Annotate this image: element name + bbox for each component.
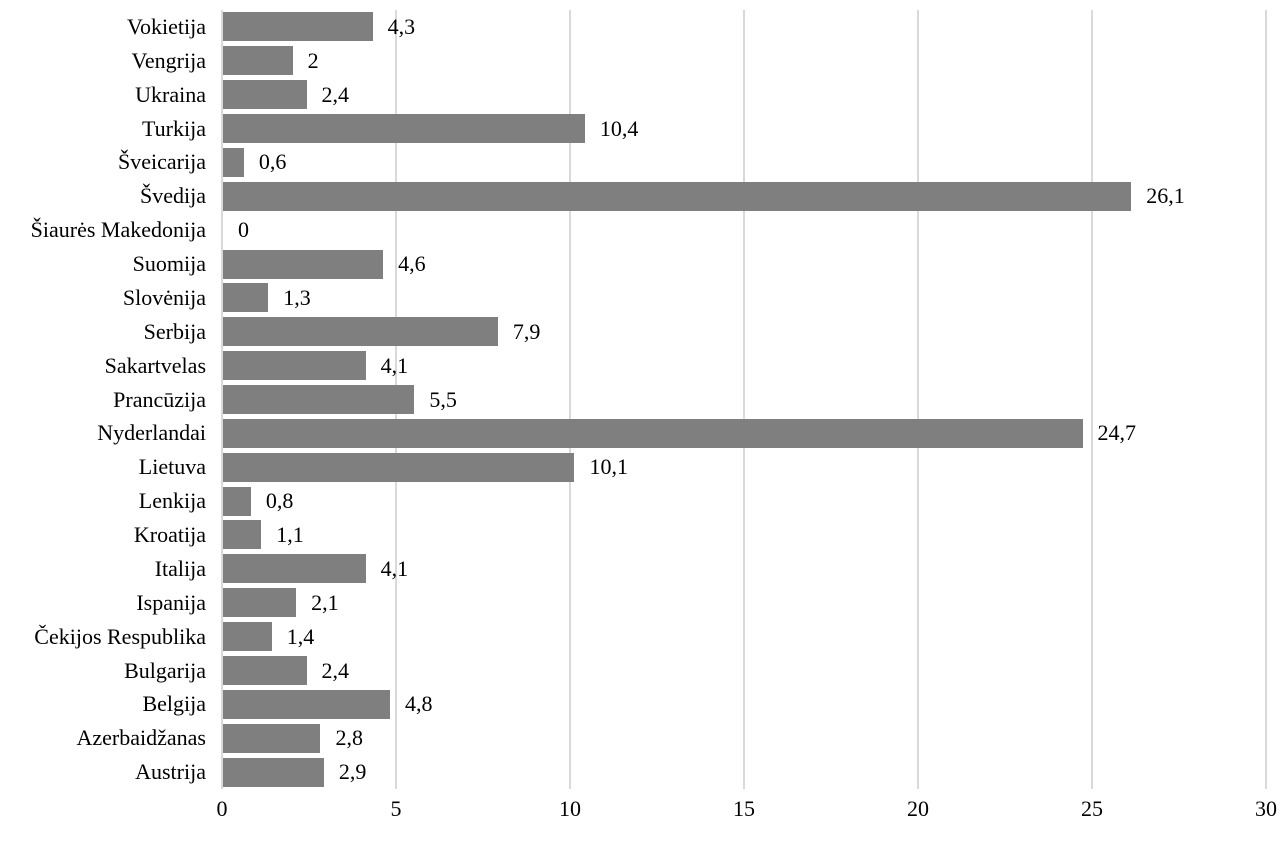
x-tick-label: 30	[1255, 796, 1277, 821]
category-label: Prancūzija	[113, 386, 206, 412]
value-label: 10,1	[589, 454, 628, 480]
gridline	[1265, 10, 1267, 789]
gridline	[569, 10, 571, 789]
category-label: Lenkija	[138, 488, 206, 514]
value-label: 1,3	[283, 284, 311, 310]
value-label: 2	[307, 47, 319, 73]
gridline	[917, 10, 919, 789]
bar	[223, 317, 498, 347]
bar	[223, 689, 391, 719]
x-tick-label: 10	[559, 796, 581, 821]
category-label: Šiaurės Makedonija	[30, 217, 206, 243]
value-label: 2,9	[338, 759, 367, 785]
bar	[223, 723, 321, 753]
category-label: Italija	[154, 555, 206, 581]
bar	[223, 181, 1132, 211]
bar	[223, 147, 244, 177]
category-label: Nyderlandai	[97, 420, 206, 446]
category-label: Vengrija	[131, 47, 206, 73]
value-label: 2,8	[335, 725, 363, 751]
bar	[223, 486, 251, 516]
value-label: 4,1	[380, 352, 409, 378]
category-label: Turkija	[142, 115, 206, 141]
value-label: 26,1	[1146, 183, 1185, 209]
category-label: Slovėnija	[122, 284, 206, 310]
category-label: Belgija	[142, 691, 206, 717]
value-label: 4,8	[405, 691, 433, 717]
bar	[223, 622, 272, 652]
value-label: 0,8	[265, 488, 294, 514]
bar	[223, 114, 585, 144]
value-label: 5,5	[429, 386, 457, 412]
bar	[223, 452, 575, 482]
bar	[223, 588, 297, 618]
bar	[223, 757, 324, 787]
value-label: 4,1	[380, 555, 409, 581]
category-label: Čekijos Respublika	[34, 623, 206, 649]
value-label: 10,4	[599, 115, 639, 141]
x-tick-label: 5	[390, 796, 402, 821]
category-label: Ispanija	[136, 589, 206, 615]
category-label: Šveicarija	[118, 149, 206, 175]
category-label: Lietuva	[138, 454, 206, 480]
category-label: Sakartvelas	[104, 352, 206, 378]
value-label: 2,1	[311, 589, 339, 615]
value-label: 24,7	[1097, 420, 1137, 446]
bar	[223, 46, 293, 76]
category-label: Kroatija	[133, 522, 206, 548]
category-label: Vokietija	[126, 14, 206, 39]
value-label: 4,6	[398, 251, 426, 277]
bar	[223, 520, 262, 550]
bar	[223, 12, 373, 42]
value-label: 4,3	[387, 14, 416, 39]
x-tick-label: 20	[907, 796, 929, 821]
value-label: 0,6	[258, 149, 287, 175]
bar	[223, 249, 384, 279]
x-tick-label: 15	[733, 796, 755, 821]
x-tick-label: 25	[1081, 796, 1103, 821]
value-label: 1,1	[276, 522, 304, 548]
category-label: Ukraina	[135, 81, 206, 107]
gridline	[1091, 10, 1093, 789]
value-label: 2,4	[321, 81, 350, 107]
x-tick-label: 0	[216, 796, 228, 821]
category-label: Azerbaidžanas	[76, 725, 206, 751]
bar	[223, 283, 269, 313]
bar	[223, 351, 366, 381]
value-label: 0	[238, 217, 249, 243]
bar	[223, 655, 307, 685]
category-label: Austrija	[135, 759, 206, 785]
category-label: Suomija	[132, 251, 206, 277]
category-label: Švedija	[140, 183, 206, 209]
value-label: 1,4	[286, 623, 315, 649]
bar	[223, 554, 366, 584]
bar	[223, 385, 415, 414]
value-label: 7,9	[512, 318, 541, 344]
category-label: Serbija	[143, 318, 206, 344]
bar	[223, 418, 1083, 448]
gridline	[743, 10, 745, 789]
y-axis-line	[221, 10, 223, 789]
category-label: Bulgarija	[124, 657, 206, 683]
value-label: 2,4	[321, 657, 350, 683]
bar	[223, 80, 307, 110]
